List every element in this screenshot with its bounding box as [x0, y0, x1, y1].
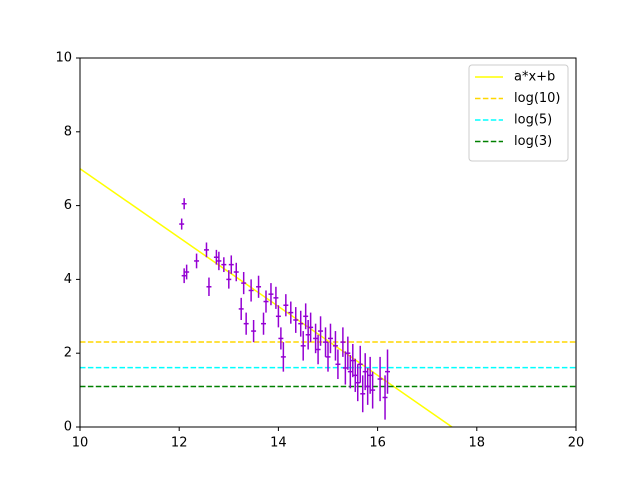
legend-box [468, 64, 569, 162]
legend-label: log(10) [514, 91, 561, 106]
x-tick-label: 20 [568, 436, 585, 451]
x-tick-label: 12 [171, 436, 188, 451]
legend-label: log(5) [514, 113, 552, 128]
x-tick-label: 18 [469, 436, 486, 451]
y-tick-label: 4 [64, 272, 72, 287]
x-tick-label: 10 [72, 436, 89, 451]
x-tick-label: 14 [270, 436, 287, 451]
axes-frame [79, 57, 577, 428]
plot-area [80, 168, 576, 427]
y-tick-label: 8 [64, 124, 72, 139]
y-tick-label: 6 [64, 198, 72, 213]
legend-label: a*x+b [514, 70, 555, 85]
x-tick-label: 16 [369, 436, 386, 451]
y-tick-label: 0 [64, 420, 72, 435]
y-tick-label: 2 [64, 346, 72, 361]
axes: 10 12 14 16 18 20 0 2 4 6 8 10 a*x+b log(10) log(5) log… [55, 51, 584, 451]
y-tick-label: 10 [55, 51, 72, 66]
legend-label: log(3) [514, 134, 552, 149]
